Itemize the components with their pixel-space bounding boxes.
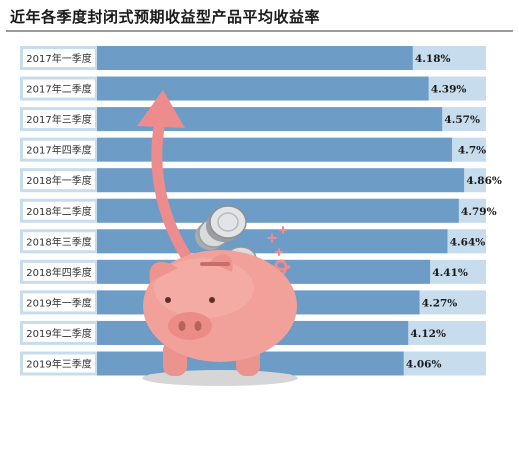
data-label: 4.79% — [461, 206, 497, 218]
category-label: 2018年三季度 — [26, 235, 91, 248]
pig-snout — [168, 312, 212, 340]
bar-row: 2018年一季度 4.86% — [20, 168, 502, 193]
pig-eye — [165, 297, 171, 303]
coin-icon — [206, 205, 247, 242]
title-divider — [6, 30, 513, 32]
bar-row: 2017年一季度 4.18% — [20, 46, 486, 70]
category-label: 2018年一季度 — [26, 174, 91, 187]
data-label: 4.06% — [406, 359, 442, 371]
category-label-box — [23, 49, 95, 67]
category-label-box — [23, 110, 95, 129]
data-label: 4.64% — [450, 236, 486, 248]
bar-row: 2017年二季度 4.39% — [20, 76, 486, 101]
bar — [97, 76, 429, 101]
bar-row: 2018年二季度 4.79% — [20, 198, 497, 223]
bar — [97, 198, 459, 223]
category-label: 2017年一季度 — [26, 52, 91, 65]
category-label-box — [23, 79, 95, 98]
sparkle-icon — [267, 226, 287, 256]
category-label-box — [23, 140, 95, 159]
category-label: 2018年二季度 — [26, 205, 91, 218]
pig-eye — [209, 297, 215, 303]
category-label-box — [23, 232, 95, 251]
category-label-box — [23, 262, 95, 281]
bar — [97, 46, 413, 70]
pig-tail — [274, 259, 291, 278]
data-label: 4.57% — [444, 114, 480, 126]
category-label: 2019年二季度 — [26, 327, 91, 340]
category-label: 2017年三季度 — [26, 113, 91, 126]
category-label: 2019年一季度 — [26, 296, 91, 309]
category-label: 2017年二季度 — [26, 83, 91, 96]
bar-row: 2017年三季度 4.57% — [20, 107, 486, 132]
pig-ear — [149, 261, 178, 282]
rising-arrow-head — [137, 90, 185, 128]
data-label: 4.41% — [432, 267, 468, 279]
category-label-box — [23, 323, 95, 342]
category-label-box — [23, 171, 95, 190]
category-label: 2018年四季度 — [26, 266, 91, 279]
category-label: 2017年四季度 — [26, 144, 91, 157]
category-label-box — [23, 354, 95, 373]
data-label: 4.12% — [410, 328, 446, 340]
category-label-box — [23, 201, 95, 220]
bar — [97, 137, 453, 162]
category-label: 2019年三季度 — [26, 358, 91, 371]
chart-title: 近年各季度封闭式预期收益型产品平均收益率 — [10, 8, 321, 26]
coin-slot — [200, 262, 230, 266]
piggy-bank-illustration — [137, 90, 298, 386]
category-label-box — [23, 293, 95, 312]
bar-row: 2017年四季度 4.7% — [20, 137, 486, 162]
data-label: 4.18% — [415, 53, 451, 65]
data-label: 4.86% — [466, 175, 502, 187]
data-label: 4.39% — [431, 84, 467, 96]
data-label: 4.27% — [422, 297, 458, 309]
data-label: 4.7% — [458, 145, 486, 157]
bar-row: 2018年三季度 4.64% — [20, 229, 486, 254]
rising-arrow — [151, 116, 196, 268]
